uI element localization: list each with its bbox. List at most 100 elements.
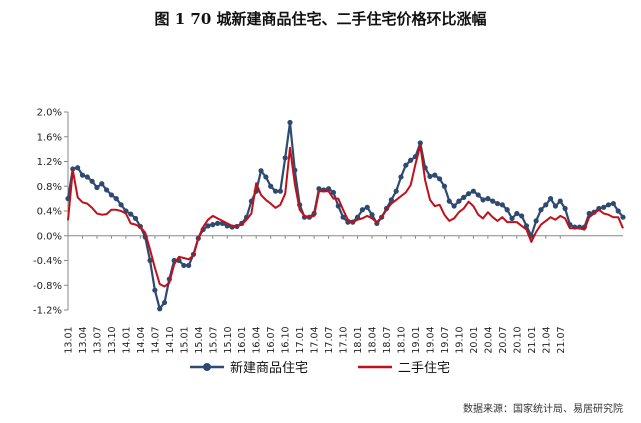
data-point xyxy=(393,188,399,194)
x-tick-label: 16.07 xyxy=(266,326,277,353)
series-line xyxy=(67,144,624,288)
x-tick-label: 16.10 xyxy=(281,326,292,353)
y-tick-label: -0.8% xyxy=(33,281,62,292)
x-tick-label: 20.10 xyxy=(512,326,523,353)
data-point xyxy=(620,214,626,220)
data-point xyxy=(470,188,476,194)
y-tick-label: 1.6% xyxy=(37,132,62,143)
legend-item: 新建商品住宅 xyxy=(190,360,308,376)
data-point xyxy=(446,198,452,204)
data-point xyxy=(437,176,443,182)
data-point xyxy=(340,214,346,220)
data-point xyxy=(403,162,409,168)
y-tick-label: -0.4% xyxy=(33,256,62,267)
x-tick-label: 13.10 xyxy=(107,326,118,353)
legend-marker xyxy=(203,363,211,371)
x-tick-label: 17.10 xyxy=(339,326,350,353)
series-layer xyxy=(65,119,626,312)
series-new-homes xyxy=(65,119,626,312)
data-point xyxy=(456,198,462,204)
data-point xyxy=(277,188,283,194)
x-tick-label: 18.10 xyxy=(397,326,408,353)
data-point xyxy=(186,262,192,269)
data-point xyxy=(504,207,510,213)
data-point xyxy=(557,198,563,204)
data-point xyxy=(335,203,341,209)
data-point xyxy=(210,222,216,228)
data-point xyxy=(417,140,423,146)
x-tick-label: 15.04 xyxy=(194,326,205,353)
data-point xyxy=(514,210,520,217)
y-tick-label: 0.8% xyxy=(37,182,62,193)
x-tick-label: 17.07 xyxy=(324,326,335,353)
data-point xyxy=(552,203,559,209)
legend-item: 二手住宅 xyxy=(358,361,450,376)
data-point xyxy=(427,173,433,179)
x-tick-label: 14.10 xyxy=(165,326,176,353)
x-tick-label: 19.07 xyxy=(440,326,451,353)
chart-title: 图 1 70 城新建商品住宅、二手住宅价格环比涨幅 xyxy=(154,10,487,28)
x-tick-label: 19.10 xyxy=(454,326,465,353)
data-point xyxy=(215,220,221,226)
data-point xyxy=(282,155,288,161)
data-point xyxy=(451,203,457,209)
x-tick-label: 17.01 xyxy=(295,326,306,353)
data-point xyxy=(326,186,332,192)
data-point xyxy=(263,174,269,180)
data-point xyxy=(152,287,158,293)
data-point xyxy=(388,197,394,203)
data-point xyxy=(519,213,525,219)
x-tick-label: 13.04 xyxy=(78,326,89,353)
x-tick-label: 16.01 xyxy=(237,326,248,353)
data-point xyxy=(586,210,592,217)
data-point xyxy=(601,204,607,210)
x-tick-label: 18.04 xyxy=(368,326,379,353)
data-point xyxy=(79,172,86,178)
data-point xyxy=(89,178,95,184)
data-point xyxy=(494,200,501,207)
data-point xyxy=(485,196,491,202)
data-point xyxy=(104,187,110,193)
data-point xyxy=(118,202,124,208)
legend: 新建商品住宅 二手住宅 xyxy=(190,360,450,376)
data-point xyxy=(480,197,486,203)
data-point xyxy=(490,198,496,204)
data-point xyxy=(94,184,100,191)
y-tick-label: 2.0% xyxy=(37,108,62,119)
data-point xyxy=(70,166,76,172)
x-tick-label: 19.04 xyxy=(425,326,436,353)
data-point xyxy=(610,200,616,207)
x-tick-label: 19.01 xyxy=(411,326,422,353)
series-resale-homes xyxy=(67,144,624,288)
data-point xyxy=(441,183,448,189)
x-tick-label: 18.07 xyxy=(382,326,393,353)
x-tick-label: 20.07 xyxy=(498,326,509,353)
data-point xyxy=(147,257,153,264)
y-tick-label: 0.0% xyxy=(37,231,62,242)
data-point xyxy=(432,172,438,178)
y-axis: 2.0% 1.6% 1.2% 0.8% 0.4% 0.0% -0.4% -0.8% -1.2% xyxy=(33,108,69,317)
x-tick-label: 21.01 xyxy=(527,326,538,353)
x-tick-label: 15.07 xyxy=(208,326,219,353)
data-point xyxy=(548,196,554,202)
data-point xyxy=(84,174,90,180)
data-point xyxy=(408,157,414,163)
data-point xyxy=(509,215,515,222)
x-tick-label: 21.07 xyxy=(556,326,567,353)
data-point xyxy=(287,119,293,126)
data-point xyxy=(113,196,119,202)
x-tick-label: 18.01 xyxy=(353,326,364,353)
x-tick-label: 15.10 xyxy=(223,326,234,353)
x-tick-label: 16.04 xyxy=(252,326,263,353)
data-point xyxy=(523,223,530,229)
data-point xyxy=(538,207,544,213)
x-tick-label: 13.01 xyxy=(64,326,75,353)
data-point xyxy=(181,262,187,269)
data-point xyxy=(398,174,404,180)
x-tick-label: 15.01 xyxy=(179,326,190,353)
x-axis-ticks: 13.01 13.04 13.07 13.10 14.01 14.04 14.07 14.10… xyxy=(64,235,567,354)
x-tick-label: 17.04 xyxy=(310,326,321,353)
y-tick-label: 0.4% xyxy=(37,207,62,218)
data-point xyxy=(359,207,365,213)
